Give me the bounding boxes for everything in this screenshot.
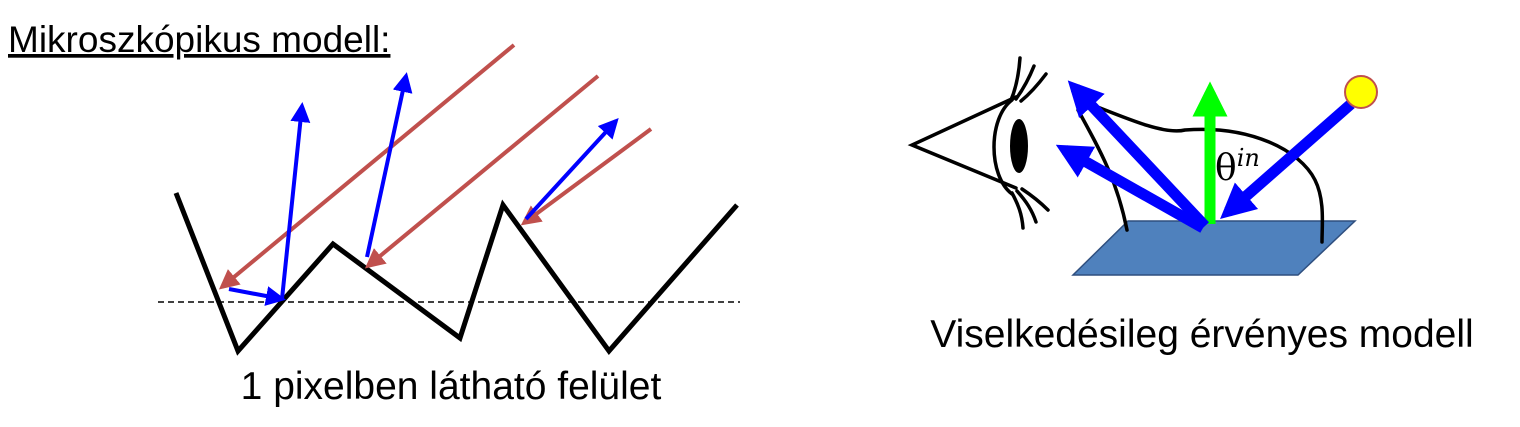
behavioral-model-caption: Viselkedésileg érvényes modell xyxy=(930,313,1473,356)
theta-superscript: in xyxy=(1237,144,1260,172)
surface-patch xyxy=(1071,220,1357,276)
reflected-arrow-lower xyxy=(1055,144,1206,233)
microscopic-model-panel: Mikroszkópikus modell: 1 pixelben láthat… xyxy=(8,19,740,408)
microscopic-model-caption: 1 pixelben látható felület xyxy=(241,365,662,408)
incoming-light-arrow xyxy=(1220,99,1355,219)
incoming-ray-2 xyxy=(364,74,600,269)
light-source-icon xyxy=(1344,75,1378,109)
reflected-arrow-upper xyxy=(1067,80,1210,230)
microfacet-surface xyxy=(173,192,739,356)
incidence-angle-label: θin xyxy=(1215,144,1260,189)
incoming-ray-1 xyxy=(218,43,516,290)
reflected-ray-2 xyxy=(365,72,413,258)
eye-icon xyxy=(907,56,1050,230)
microscopic-model-title: Mikroszkópikus modell: xyxy=(8,19,390,60)
incoming-ray-3 xyxy=(520,127,653,226)
reflected-ray-bounce xyxy=(228,286,286,306)
reflection-lobe-outline xyxy=(1076,98,1325,244)
reflected-ray-1 xyxy=(280,102,311,300)
reflected-ray-3 xyxy=(524,118,619,221)
behavioral-model-panel: θin Viselkedésileg érvényes modell xyxy=(907,56,1474,356)
theta-symbol: θ xyxy=(1215,148,1237,189)
